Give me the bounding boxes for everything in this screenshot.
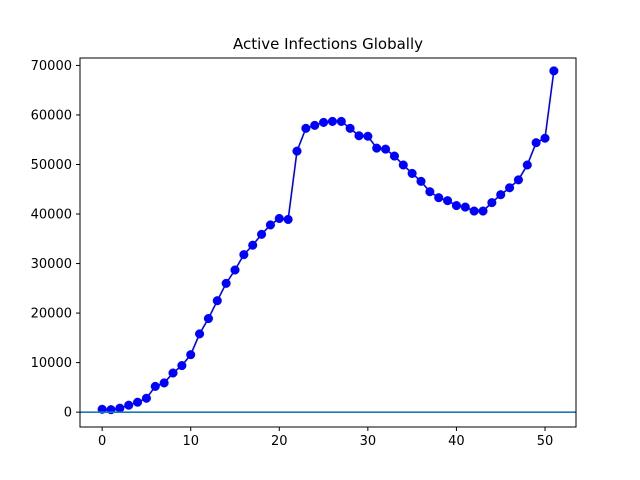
data-point bbox=[239, 250, 249, 260]
data-point bbox=[372, 143, 382, 153]
data-point bbox=[257, 229, 267, 239]
data-point bbox=[141, 393, 151, 403]
y-tick-label: 50000 bbox=[31, 158, 72, 173]
data-point bbox=[203, 313, 213, 324]
data-point bbox=[460, 202, 470, 212]
data-point bbox=[469, 206, 479, 216]
data-point bbox=[221, 278, 231, 288]
y-tick-label: 60000 bbox=[31, 108, 72, 123]
data-point bbox=[336, 116, 346, 126]
y-tick-label: 20000 bbox=[31, 307, 72, 322]
data-point bbox=[124, 400, 134, 410]
x-tick-label: 10 bbox=[182, 434, 199, 449]
chart-title: Active Infections Globally bbox=[233, 35, 423, 53]
data-point bbox=[212, 296, 222, 306]
data-point bbox=[496, 190, 506, 200]
data-point bbox=[177, 361, 187, 371]
data-point bbox=[265, 220, 275, 230]
x-tick-label: 30 bbox=[360, 434, 377, 449]
data-point bbox=[186, 350, 196, 360]
axes-frame bbox=[79, 57, 577, 428]
x-tick-label: 40 bbox=[448, 434, 465, 449]
data-point bbox=[168, 368, 178, 378]
y-tick-label: 70000 bbox=[31, 59, 72, 74]
data-point bbox=[150, 381, 160, 391]
data-point bbox=[283, 214, 293, 225]
data-point bbox=[327, 116, 337, 126]
data-point bbox=[549, 66, 559, 76]
data-point bbox=[363, 131, 373, 141]
data-point bbox=[451, 201, 461, 211]
data-point bbox=[540, 133, 550, 143]
x-tick-label: 0 bbox=[98, 434, 106, 449]
data-point bbox=[301, 123, 311, 133]
data-point bbox=[398, 160, 408, 170]
data-point bbox=[319, 117, 329, 127]
data-point bbox=[416, 176, 426, 186]
data-point bbox=[425, 187, 435, 197]
data-point bbox=[434, 193, 444, 203]
data-point bbox=[195, 329, 205, 339]
data-point bbox=[159, 378, 169, 388]
plot-area: 0 10 20 30 40 50 0 10000 20000 30000 40000 50000 600… bbox=[31, 57, 577, 449]
data-point bbox=[248, 240, 258, 250]
data-point bbox=[274, 213, 284, 224]
data-point bbox=[310, 120, 320, 130]
data-point bbox=[407, 168, 417, 178]
data-point bbox=[513, 175, 523, 185]
x-tick-label: 50 bbox=[537, 434, 554, 449]
data-point bbox=[230, 265, 240, 275]
x-tick-label: 20 bbox=[271, 434, 288, 449]
data-point bbox=[443, 196, 453, 206]
y-tick-label: 30000 bbox=[31, 257, 72, 272]
data-point bbox=[345, 123, 355, 133]
data-point bbox=[381, 144, 391, 154]
data-point bbox=[505, 183, 515, 193]
data-point bbox=[389, 151, 399, 161]
y-tick-label: 0 bbox=[64, 406, 72, 421]
data-point bbox=[522, 160, 532, 170]
data-point bbox=[531, 138, 541, 148]
data-point bbox=[487, 198, 497, 208]
data-point bbox=[478, 206, 488, 216]
data-point bbox=[115, 403, 125, 413]
data-point bbox=[292, 146, 302, 156]
data-point bbox=[133, 397, 143, 407]
y-tick-label: 10000 bbox=[31, 356, 72, 371]
data-point bbox=[354, 131, 364, 141]
y-tick-label: 40000 bbox=[31, 208, 72, 223]
